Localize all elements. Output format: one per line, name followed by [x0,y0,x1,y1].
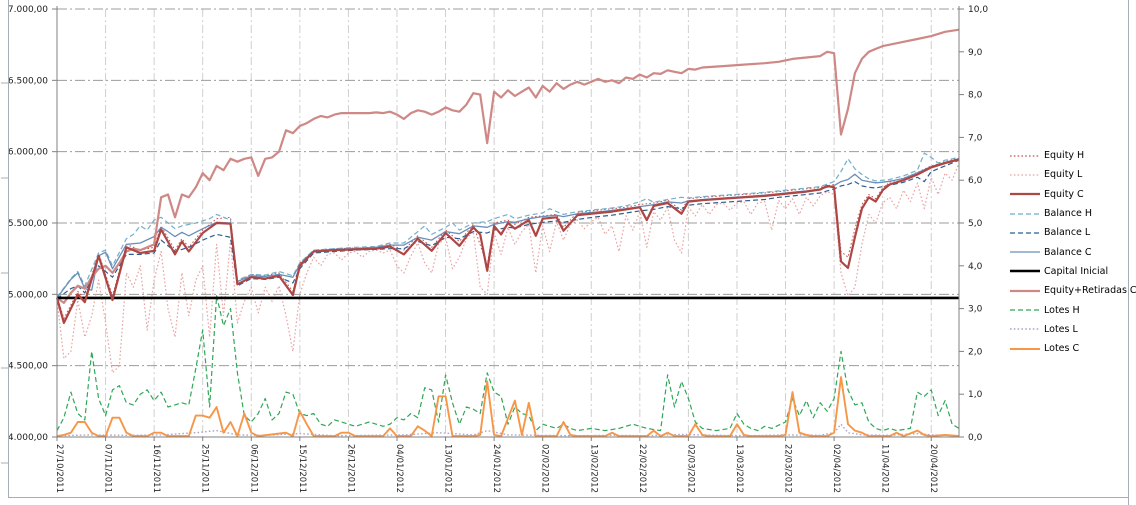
right-axis-label: 6,0 [968,176,983,186]
legend-marker-line [1010,289,1040,292]
legend-label: Equity H [1044,150,1085,162]
x-axis-date-label: 15/12/2011 [297,444,307,493]
series-equity-l [56,162,960,374]
legend-item-lotes-c: Lotes C [1010,339,1136,358]
x-axis-date-label: 22/03/2012 [783,444,793,493]
x-axis-date-label: 27/10/2011 [54,444,64,493]
series-balance-c [56,158,960,299]
legend-marker-line [1010,347,1040,350]
legend-label: Balance C [1044,246,1092,258]
legend-item-balance-l: Balance L [1010,223,1136,242]
legend-label: Lotes C [1044,343,1080,355]
left-axis-label: 7.000,00 [8,5,48,15]
legend-item-balance-c: Balance C [1010,242,1136,261]
legend-marker-line [1010,155,1040,157]
series-equity-c [55,158,960,324]
x-axis-date-label: 02/03/2012 [685,444,695,493]
x-axis-date-label: 26/12/2011 [345,444,355,493]
legend-marker-line [1010,174,1040,176]
legend-marker-line [1010,232,1040,234]
x-axis-date-label: 25/11/2011 [200,444,210,493]
legend-label: Balance L [1044,227,1091,239]
x-axis-date-label: 24/01/2012 [491,444,501,493]
right-axis-label: 7,0 [968,133,983,143]
legend-label: Lotes L [1044,323,1078,335]
x-axis-date-label: 11/04/2012 [880,444,890,493]
right-axis-label: 3,0 [968,305,983,315]
right-axis-label: 5,0 [968,219,983,229]
right-axis-label: 2,0 [968,347,983,357]
legend-item-equity-l: Equity L [1010,165,1136,184]
legend-item-equity-h: Equity H [1010,146,1136,165]
left-axis-label: 6.500,00 [8,76,48,86]
series-lotes-c [56,376,960,438]
series-balance-l [56,159,960,300]
legend-label: Equity L [1044,169,1083,181]
x-axis-date-label: 22/02/2012 [637,444,647,493]
legend-label: Equity C [1044,188,1084,200]
legend-marker-line [1010,309,1040,311]
x-axis-date-label: 04/01/2012 [394,444,404,493]
x-axis-date-label: 06/12/2011 [248,444,258,493]
x-axis-date-label: 20/04/2012 [928,444,938,493]
x-axis-date-label: 13/01/2012 [443,444,453,493]
legend-label: Capital Inicial [1044,265,1109,277]
series-equity-retiradas-c [56,28,960,304]
right-axis-label: 8,0 [968,91,983,101]
left-axis-label: 4.500,00 [8,362,48,372]
panel-border-right [1128,0,1129,505]
series-balance-h [56,152,960,298]
legend-label: Lotes H [1044,304,1080,316]
legend-item-balance-h: Balance H [1010,204,1136,223]
legend-marker-line [1010,212,1040,215]
legend-marker-line [1010,251,1040,253]
left-axis-label: 5.500,00 [8,219,48,229]
x-axis-date-label: 02/02/2012 [540,444,550,493]
right-axis-label: 9,0 [968,48,983,58]
x-axis-date-label: 02/04/2012 [831,444,841,493]
x-axis-date-label: 07/11/2011 [103,444,113,493]
panel-border-left [8,0,9,497]
legend-item-lotes-l: Lotes L [1010,320,1136,339]
left-axis-label: 5.000,00 [8,290,48,300]
x-axis-date-label: 16/11/2011 [151,444,161,493]
series-lotes-h [56,295,960,432]
legend-item-equity-retiradas-c: Equity+Retiradas C [1010,281,1136,300]
legend-marker-line [1010,270,1040,273]
legend-label: Balance H [1044,208,1093,220]
left-axis-label: 6.000,00 [8,148,48,158]
left-axis-label: 4.000,00 [8,433,48,443]
x-axis-date-label: 13/02/2012 [588,444,598,493]
legend-item-lotes-h: Lotes H [1010,300,1136,319]
right-axis-label: 10,0 [968,5,988,15]
legend-item-capital-inicial: Capital Inicial [1010,262,1136,281]
panel-border-bottom [8,497,1129,498]
legend-marker-line [1010,193,1040,196]
x-axis-date-label: 13/03/2012 [734,444,744,493]
right-axis-label: 4,0 [968,262,983,272]
chart-legend: Equity H Equity L Equity C Balance H Balance… [1010,146,1136,358]
legend-marker-line [1010,328,1040,331]
right-axis-label: 0,0 [968,433,983,443]
legend-label: Equity+Retiradas C [1044,285,1136,297]
right-axis-label: 1,0 [968,390,983,400]
legend-item-equity-c: Equity C [1010,185,1136,204]
